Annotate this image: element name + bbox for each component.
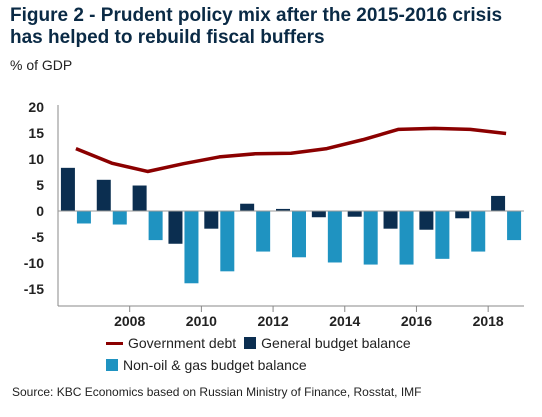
chart: 20 15 10 5 0 -5 -10 -15 2008 2010 2012 2014 2016 2018 bbox=[24, 99, 524, 329]
bar-general-balance bbox=[132, 185, 147, 211]
bar-nonoil-balance bbox=[148, 211, 163, 241]
bar-nonoil-balance bbox=[507, 211, 522, 241]
source-note: Source: KBC Economics based on Russian M… bbox=[12, 385, 422, 399]
bar-general-balance bbox=[455, 211, 470, 219]
bar-general-balance bbox=[491, 195, 506, 211]
bar-general-balance bbox=[60, 167, 75, 211]
x-tick-label: 2012 bbox=[257, 313, 288, 329]
legend-item-debt: Government debt bbox=[106, 335, 236, 351]
bar-nonoil-balance bbox=[184, 211, 199, 284]
y-axis-unit: % of GDP bbox=[10, 57, 73, 73]
bar-nonoil-balance bbox=[399, 211, 414, 265]
bar-general-balance bbox=[204, 211, 219, 229]
bar-nonoil-balance bbox=[256, 211, 271, 252]
legend-item-nonoil: Non-oil & gas budget balance bbox=[106, 357, 307, 373]
x-tick-label: 2016 bbox=[401, 313, 432, 329]
bar-general-balance bbox=[96, 179, 111, 211]
y-tick-label: -15 bbox=[24, 281, 44, 297]
bar-general-balance bbox=[240, 203, 255, 211]
bar-nonoil-balance bbox=[327, 211, 342, 263]
y-tick-label: 10 bbox=[28, 151, 44, 167]
y-tick-label: -5 bbox=[32, 229, 45, 245]
bar-general-balance bbox=[311, 211, 326, 218]
legend-swatch-nonoil bbox=[106, 359, 118, 371]
x-tick-label: 2014 bbox=[329, 313, 360, 329]
bar-general-balance bbox=[383, 211, 398, 229]
bar-nonoil-balance bbox=[471, 211, 486, 252]
y-tick-label: 5 bbox=[36, 177, 44, 193]
bar-nonoil-balance bbox=[220, 211, 235, 272]
legend: Government debt General budget balance N… bbox=[106, 332, 419, 376]
bar-general-balance bbox=[419, 211, 434, 230]
legend-label-general: General budget balance bbox=[261, 335, 411, 351]
bar-general-balance bbox=[168, 211, 183, 244]
legend-label-debt: Government debt bbox=[128, 335, 237, 351]
bar-nonoil-balance bbox=[435, 211, 450, 259]
legend-item-general: General budget balance bbox=[244, 335, 411, 351]
bar-nonoil-balance bbox=[363, 211, 378, 265]
legend-swatch-debt bbox=[106, 341, 123, 345]
x-tick-label: 2008 bbox=[114, 313, 145, 329]
y-tick-label: 0 bbox=[36, 203, 44, 219]
x-tick-label: 2018 bbox=[473, 313, 504, 329]
legend-label-nonoil: Non-oil & gas budget balance bbox=[123, 357, 307, 373]
bar-nonoil-balance bbox=[292, 211, 306, 258]
bar-general-balance bbox=[347, 211, 362, 217]
y-tick-label: -10 bbox=[24, 255, 44, 271]
bar-nonoil-balance bbox=[76, 211, 91, 224]
x-tick-label: 2010 bbox=[186, 313, 217, 329]
y-tick-label: 20 bbox=[28, 99, 44, 115]
chart-title: Figure 2 - Prudent policy mix after the … bbox=[10, 5, 503, 48]
line-government-debt bbox=[75, 126, 507, 174]
bar-general-balance bbox=[276, 208, 290, 211]
y-tick-label: 15 bbox=[28, 125, 44, 141]
bar-nonoil-balance bbox=[112, 211, 127, 225]
legend-swatch-general bbox=[244, 337, 257, 349]
